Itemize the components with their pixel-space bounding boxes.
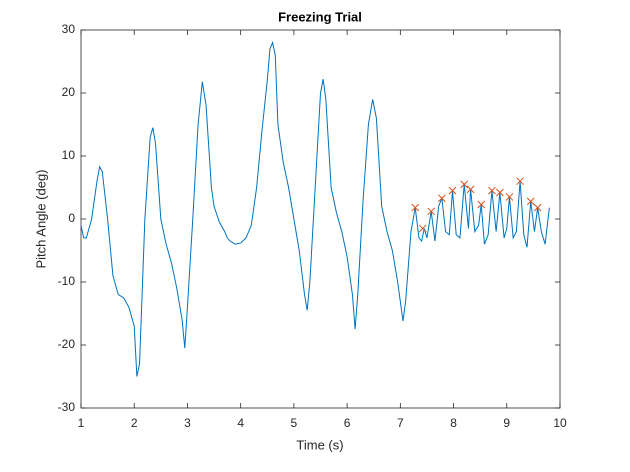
marker-stroke [488, 186, 496, 195]
peak-marker [526, 197, 535, 206]
y-tick-label: 20 [62, 85, 76, 99]
y-tick-label: -20 [58, 337, 76, 351]
y-axis-label: Pitch Angle (deg) [33, 169, 48, 268]
peak-marker [460, 180, 469, 189]
peak-marker [516, 177, 524, 186]
peak-marker [448, 186, 457, 195]
marker-stroke [516, 177, 524, 186]
x-tick-label: 8 [450, 416, 457, 430]
marker-stroke [496, 188, 504, 197]
peak-marker [418, 224, 427, 233]
marker-stroke [477, 200, 486, 209]
y-tick-label: -30 [58, 400, 76, 414]
x-tick-label: 2 [131, 416, 138, 430]
marker-stroke [427, 207, 436, 216]
x-tick-label: 6 [344, 416, 351, 430]
peak-marker [477, 200, 486, 209]
peak-marker [411, 203, 420, 212]
marker-stroke [418, 224, 427, 233]
x-tick-label: 10 [553, 416, 567, 430]
x-tick-label: 7 [397, 416, 404, 430]
peak-marker [466, 185, 475, 194]
peak-marker [427, 207, 436, 216]
y-tick-label: 0 [68, 211, 75, 225]
marker-stroke [526, 197, 535, 206]
x-tick-label: 4 [237, 416, 244, 430]
peak-marker [496, 188, 504, 197]
x-axis-label: Time (s) [296, 437, 343, 452]
marker-stroke [437, 194, 446, 203]
peak-marker [533, 203, 542, 212]
x-tick-label: 3 [184, 416, 191, 430]
y-tick-label: 30 [62, 22, 76, 36]
plot-area [80, 29, 561, 409]
marker-stroke [411, 203, 420, 212]
marker-stroke [466, 185, 475, 194]
marker-stroke [533, 203, 542, 212]
marker-stroke [460, 180, 469, 189]
x-tick-label: 1 [78, 416, 85, 430]
chart-title: Freezing Trial [278, 9, 362, 24]
y-tick-label: -10 [58, 274, 76, 288]
marker-stroke [448, 186, 457, 195]
peak-marker [488, 186, 496, 195]
x-tick-label: 9 [503, 416, 510, 430]
x-tick-label: 5 [291, 416, 298, 430]
marker-stroke [505, 193, 514, 201]
peak-marker [437, 194, 446, 203]
y-tick-label: 10 [62, 148, 76, 162]
peak-marker [505, 193, 514, 201]
